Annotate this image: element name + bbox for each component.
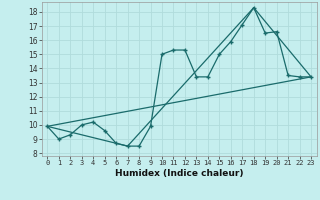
X-axis label: Humidex (Indice chaleur): Humidex (Indice chaleur) (115, 169, 244, 178)
